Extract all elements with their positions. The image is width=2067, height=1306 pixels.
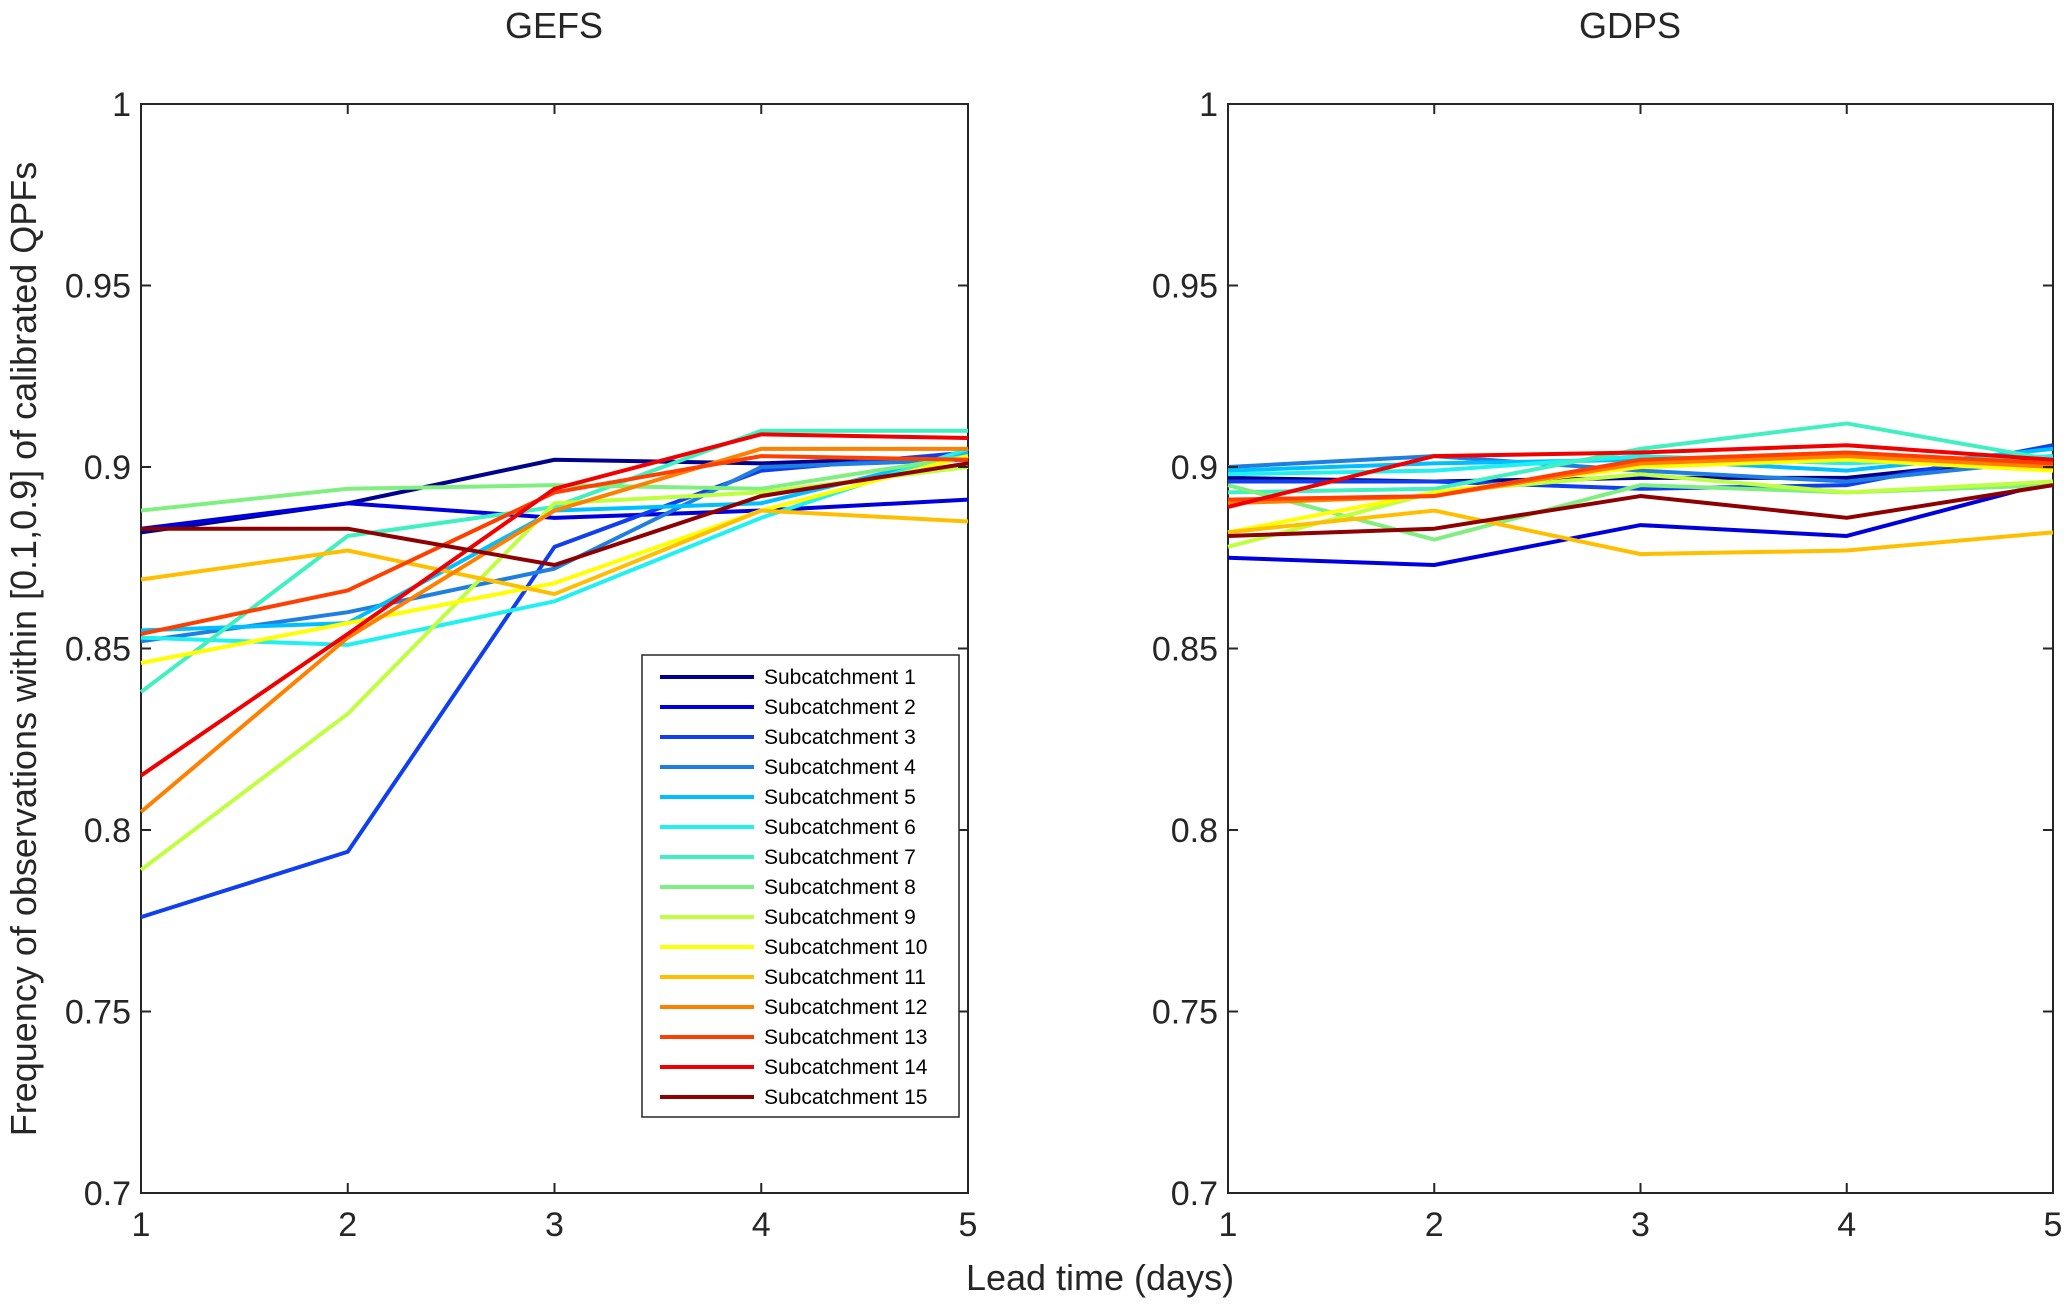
series-line-subcatchment-15	[141, 461, 969, 568]
legend-label-subcatchment-8: Subcatchment 8	[764, 876, 916, 899]
legend-label-subcatchment-12: Subcatchment 12	[764, 996, 927, 1019]
x-tick-label: 5	[2044, 1206, 2063, 1244]
gefs-title: GEFS	[505, 5, 603, 46]
series-line-subcatchment-11	[140, 508, 969, 597]
series-line-subcatchment-7	[139, 428, 968, 694]
legend-label-subcatchment-11: Subcatchment 11	[764, 966, 926, 989]
legend-label-subcatchment-7: Subcatchment 7	[764, 846, 916, 869]
y-tick-label: 0.7	[1171, 1175, 1218, 1213]
y-tick-label: 0.85	[1152, 631, 1218, 669]
series-line-subcatchment-10	[140, 454, 969, 665]
series-line-subcatchment-2	[140, 497, 969, 531]
series-line-subcatchment-12	[139, 446, 968, 814]
series-line-subcatchment-9	[1227, 472, 2054, 549]
legend-label-subcatchment-3: Subcatchment 3	[764, 726, 916, 749]
series-line-subcatchment-15	[1227, 483, 2054, 538]
series-line-subcatchment-13	[1227, 450, 2054, 502]
legend-label-subcatchment-15: Subcatchment 15	[764, 1086, 927, 1109]
x-tick-label: 4	[1837, 1206, 1856, 1244]
y-tick-label: 0.95	[1152, 268, 1218, 306]
y-tick-label: 1	[112, 86, 131, 124]
legend-label-subcatchment-4: Subcatchment 4	[764, 756, 916, 779]
y-tick-label: 0.95	[65, 268, 131, 306]
series-line-subcatchment-4	[1227, 454, 2054, 484]
y-tick-label: 0.75	[1152, 994, 1218, 1032]
y-tick-label: 0.8	[1171, 812, 1218, 850]
gdps-panel: GDPS 1 2 3 4 5 0.7 0.75 0.8 0.85 0.9 0.95 1	[1152, 5, 2063, 1244]
legend-label-subcatchment-9: Subcatchment 9	[764, 906, 916, 929]
x-tick-label: 2	[1425, 1206, 1444, 1244]
series-line-subcatchment-2	[1227, 479, 2054, 568]
series-line-subcatchment-7	[1227, 421, 2054, 495]
series-line-subcatchment-10	[1227, 457, 2054, 535]
x-tick-label: 1	[132, 1206, 151, 1244]
series-line-subcatchment-14	[1227, 443, 2054, 509]
series-line-subcatchment-4	[140, 457, 969, 644]
y-tick-label: 0.85	[65, 631, 131, 669]
plot-frame	[1227, 103, 2054, 1194]
legend: Subcatchment 1 Subcatchment 2 Subcatchment…	[641, 654, 960, 1118]
legend-label-subcatchment-13: Subcatchment 13	[764, 1026, 927, 1049]
y-tick-label: 0.9	[84, 449, 131, 487]
legend-label-subcatchment-10: Subcatchment 10	[764, 936, 927, 959]
x-tick-label: 2	[338, 1206, 357, 1244]
series-line-subcatchment-6	[140, 446, 969, 647]
legend-label-subcatchment-2: Subcatchment 2	[764, 696, 916, 719]
legend-label-subcatchment-1: Subcatchment 1	[764, 666, 916, 689]
legend-label-subcatchment-6: Subcatchment 6	[764, 816, 916, 839]
y-tick-label: 0.7	[84, 1175, 131, 1213]
series-line-subcatchment-3	[1228, 443, 2054, 491]
y-tick-label: 0.9	[1171, 449, 1218, 487]
legend-label-subcatchment-5: Subcatchment 5	[764, 786, 916, 809]
gdps-title: GDPS	[1579, 5, 1681, 46]
y-axis-label: Frequency of observations within [0.1,0.…	[3, 162, 44, 1137]
x-axis-label: Lead time (days)	[966, 1257, 1234, 1298]
series-line-subcatchment-14	[139, 432, 969, 778]
y-tick-label: 0.75	[65, 994, 131, 1032]
x-tick-label: 1	[1219, 1206, 1238, 1244]
x-tick-label: 3	[545, 1206, 564, 1244]
legend-label-subcatchment-14: Subcatchment 14	[764, 1056, 928, 1079]
y-tick-label: 1	[1199, 86, 1218, 124]
y-tick-label: 0.8	[84, 812, 131, 850]
x-tick-label: 3	[1631, 1206, 1650, 1244]
series-line-subcatchment-8	[140, 454, 969, 513]
x-tick-label: 5	[959, 1206, 978, 1244]
series-line-subcatchment-13	[140, 454, 969, 636]
series-line-subcatchment-11	[1227, 508, 2054, 557]
x-tick-label: 4	[752, 1206, 771, 1244]
